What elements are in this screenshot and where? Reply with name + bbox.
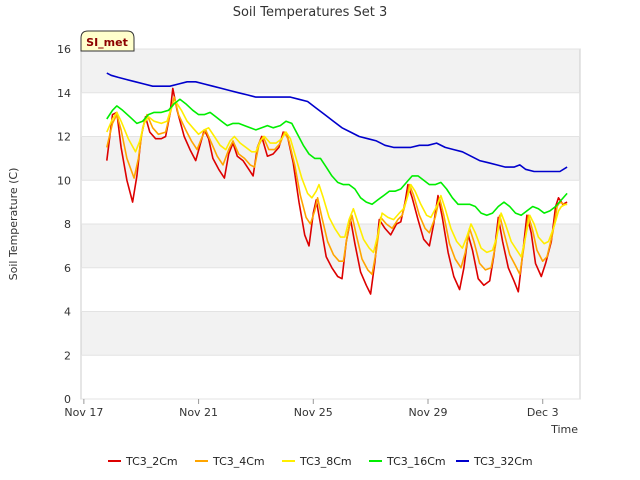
legend: TC3_2Cm TC3_4Cm TC3_8Cm TC3_16Cm TC3_32Cm xyxy=(108,455,533,468)
badge-label: SI_met xyxy=(86,36,128,49)
legend-label: TC3_16Cm xyxy=(386,455,446,468)
y-tick-label: 10 xyxy=(57,174,71,187)
x-axis-title: Time xyxy=(550,423,578,436)
legend-label: TC3_32Cm xyxy=(473,455,533,468)
x-tick-label: Nov 17 xyxy=(64,406,103,419)
y-tick-label: 6 xyxy=(64,262,71,275)
y-tick-label: 12 xyxy=(57,131,71,144)
y-axis-title: Soil Temperature (C) xyxy=(7,168,20,281)
plot-band xyxy=(81,224,580,268)
x-tick-label: Nov 21 xyxy=(179,406,218,419)
y-tick-label: 2 xyxy=(64,349,71,362)
plot-band xyxy=(81,311,580,356)
si-met-badge: SI_met xyxy=(80,30,135,52)
legend-label: TC3_2Cm xyxy=(125,455,178,468)
chart-title: Soil Temperatures Set 3 xyxy=(233,5,388,20)
y-tick-label: 4 xyxy=(64,306,71,319)
legend-label: TC3_4Cm xyxy=(212,455,265,468)
y-tick-label: 8 xyxy=(64,218,71,231)
x-tick-label: Nov 25 xyxy=(294,406,333,419)
y-tick-label: 0 xyxy=(64,393,71,406)
y-tick-label: 14 xyxy=(57,87,71,100)
x-tick-label: Dec 3 xyxy=(527,406,559,419)
y-tick-label: 16 xyxy=(57,43,71,56)
x-tick-label: Nov 29 xyxy=(409,406,448,419)
legend-label: TC3_8Cm xyxy=(299,455,352,468)
series-line-tc3_16cm xyxy=(106,98,568,217)
series-line-tc3_8cm xyxy=(106,100,568,258)
series-line-tc3_32cm xyxy=(106,72,568,173)
